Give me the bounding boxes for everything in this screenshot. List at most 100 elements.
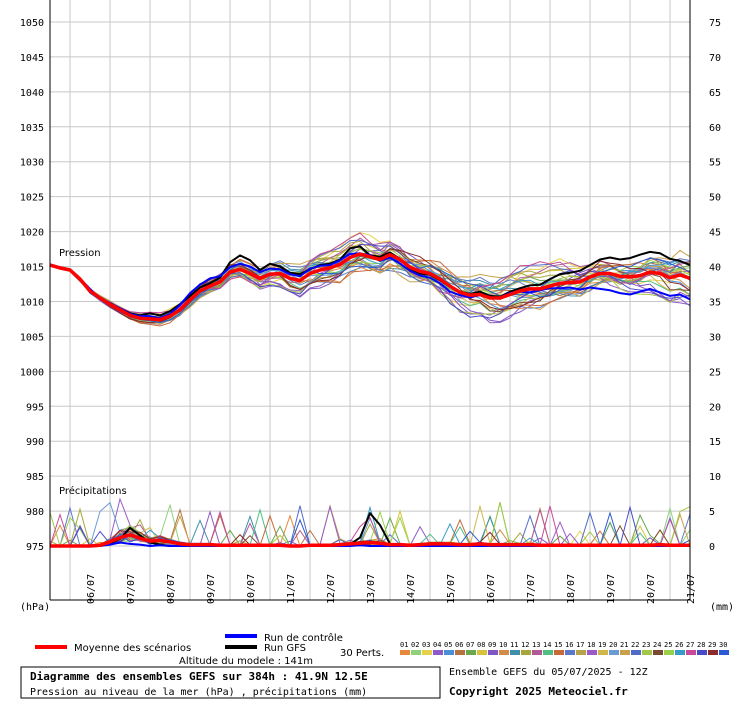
pert-color-swatch xyxy=(598,650,608,655)
pressure-pert-line xyxy=(49,248,691,319)
pert-number: 06 xyxy=(455,641,463,649)
pert-number: 18 xyxy=(587,641,595,649)
x-tick-label: 17/07 xyxy=(526,574,537,604)
pert-number: 11 xyxy=(510,641,518,649)
pressure-pert-line xyxy=(49,248,691,319)
pert-color-swatch xyxy=(686,650,696,655)
copyright: Copyright 2025 Meteociel.fr xyxy=(449,685,628,698)
footer-title: Diagramme des ensembles GEFS sur 384h : … xyxy=(30,670,368,683)
right-tick-label: 35 xyxy=(709,297,721,308)
pert-color-swatch xyxy=(400,650,410,655)
left-tick-label: 1015 xyxy=(20,263,44,274)
pert-number: 07 xyxy=(466,641,474,649)
right-tick-label: 25 xyxy=(709,367,721,378)
left-tick-label: 1040 xyxy=(20,88,44,99)
right-tick-label: 60 xyxy=(709,123,721,134)
mean-legend-label: Moyenne des scénarios xyxy=(74,642,191,654)
pert-number: 28 xyxy=(697,641,705,649)
left-tick-label: 1030 xyxy=(20,158,44,169)
pert-number: 24 xyxy=(653,641,661,649)
perts-legend-label: 30 Perts. xyxy=(340,648,384,659)
pert-number: 09 xyxy=(488,641,496,649)
pressure-pert-line xyxy=(49,256,691,327)
right-tick-label: 75 xyxy=(709,18,721,29)
control-legend-swatch xyxy=(225,634,257,638)
left-tick-label: 980 xyxy=(26,507,44,518)
mean-pressure-line xyxy=(49,252,691,322)
left-tick-label: 1005 xyxy=(20,332,44,343)
left-axis-unit: (hPa) xyxy=(20,602,50,613)
x-tick-label: 16/07 xyxy=(486,574,497,604)
pert-color-swatch xyxy=(554,650,564,655)
pert-color-swatch xyxy=(697,650,707,655)
x-tick-label: 21/07 xyxy=(686,574,697,604)
ensemble-perturbations xyxy=(49,231,691,547)
pressure-pert-line xyxy=(49,257,691,325)
right-tick-label: 55 xyxy=(709,158,721,169)
left-tick-label: 985 xyxy=(26,472,44,483)
pert-number: 14 xyxy=(543,641,551,649)
pert-color-swatch xyxy=(587,650,597,655)
right-tick-label: 65 xyxy=(709,88,721,99)
altitude-label: Altitude du modele : 141m xyxy=(179,656,313,667)
pert-number: 29 xyxy=(708,641,716,649)
run-info: Ensemble GEFS du 05/07/2025 - 12Z xyxy=(449,667,648,678)
footer-box xyxy=(20,666,441,699)
right-tick-label: 45 xyxy=(709,228,721,239)
left-tick-label: 1050 xyxy=(20,18,44,29)
pert-number: 25 xyxy=(664,641,672,649)
pert-color-swatch xyxy=(499,650,509,655)
left-tick-label: 1020 xyxy=(20,228,44,239)
footer-subtitle: Pression au niveau de la mer (hPa) , pré… xyxy=(30,686,367,698)
x-tick-label: 13/07 xyxy=(366,574,377,604)
gfs-legend-swatch xyxy=(225,645,257,649)
pert-number: 20 xyxy=(609,641,617,649)
pert-color-swatch xyxy=(532,650,542,655)
x-tick-label: 19/07 xyxy=(606,574,617,604)
x-tick-label: 06/07 xyxy=(86,574,97,604)
pert-number: 21 xyxy=(620,641,628,649)
pert-color-swatch xyxy=(675,650,685,655)
pressure-pert-line xyxy=(49,257,691,324)
left-tick-label: 995 xyxy=(26,402,44,413)
pert-color-swatch xyxy=(631,650,641,655)
pert-number: 03 xyxy=(422,641,430,649)
x-tick-label: 09/07 xyxy=(206,574,217,604)
x-tick-label: 07/07 xyxy=(126,574,137,604)
left-tick-label: 1045 xyxy=(20,53,44,64)
pert-number: 01 xyxy=(400,641,408,649)
main-series xyxy=(49,245,691,548)
pert-color-swatch xyxy=(642,650,652,655)
pert-color-swatch xyxy=(444,650,454,655)
precip-panel-label: Précipitations xyxy=(59,485,127,497)
mean-legend-swatch xyxy=(35,645,67,649)
pert-color-swatch xyxy=(422,650,432,655)
pert-number: 22 xyxy=(631,641,639,649)
pert-color-swatch xyxy=(609,650,619,655)
left-tick-label: 1035 xyxy=(20,123,44,134)
right-tick-label: 10 xyxy=(709,472,721,483)
right-tick-label: 5 xyxy=(709,507,715,518)
pert-color-swatch xyxy=(719,650,729,655)
pert-color-swatch xyxy=(466,650,476,655)
pert-color-swatch xyxy=(510,650,520,655)
right-tick-label: 20 xyxy=(709,402,721,413)
pressure-panel-label: Pression xyxy=(59,248,101,259)
pert-number: 17 xyxy=(576,641,584,649)
pert-color-swatch xyxy=(543,650,553,655)
pert-number: 26 xyxy=(675,641,683,649)
left-tick-label: 1000 xyxy=(20,367,44,378)
pert-number: 30 xyxy=(719,641,727,649)
grid xyxy=(50,0,690,600)
pert-color-swatch xyxy=(620,650,630,655)
right-tick-label: 50 xyxy=(709,193,721,204)
right-tick-label: 40 xyxy=(709,263,721,274)
pert-color-swatch xyxy=(565,650,575,655)
x-tick-label: 08/07 xyxy=(166,574,177,604)
mean-precip-line xyxy=(50,533,690,548)
pert-color-swatch xyxy=(708,650,718,655)
pert-color-legend: 01 02 03 04 05 06 07 08 09 10 11 12 13 14 15 16 17 18 19 20… xyxy=(400,641,729,655)
